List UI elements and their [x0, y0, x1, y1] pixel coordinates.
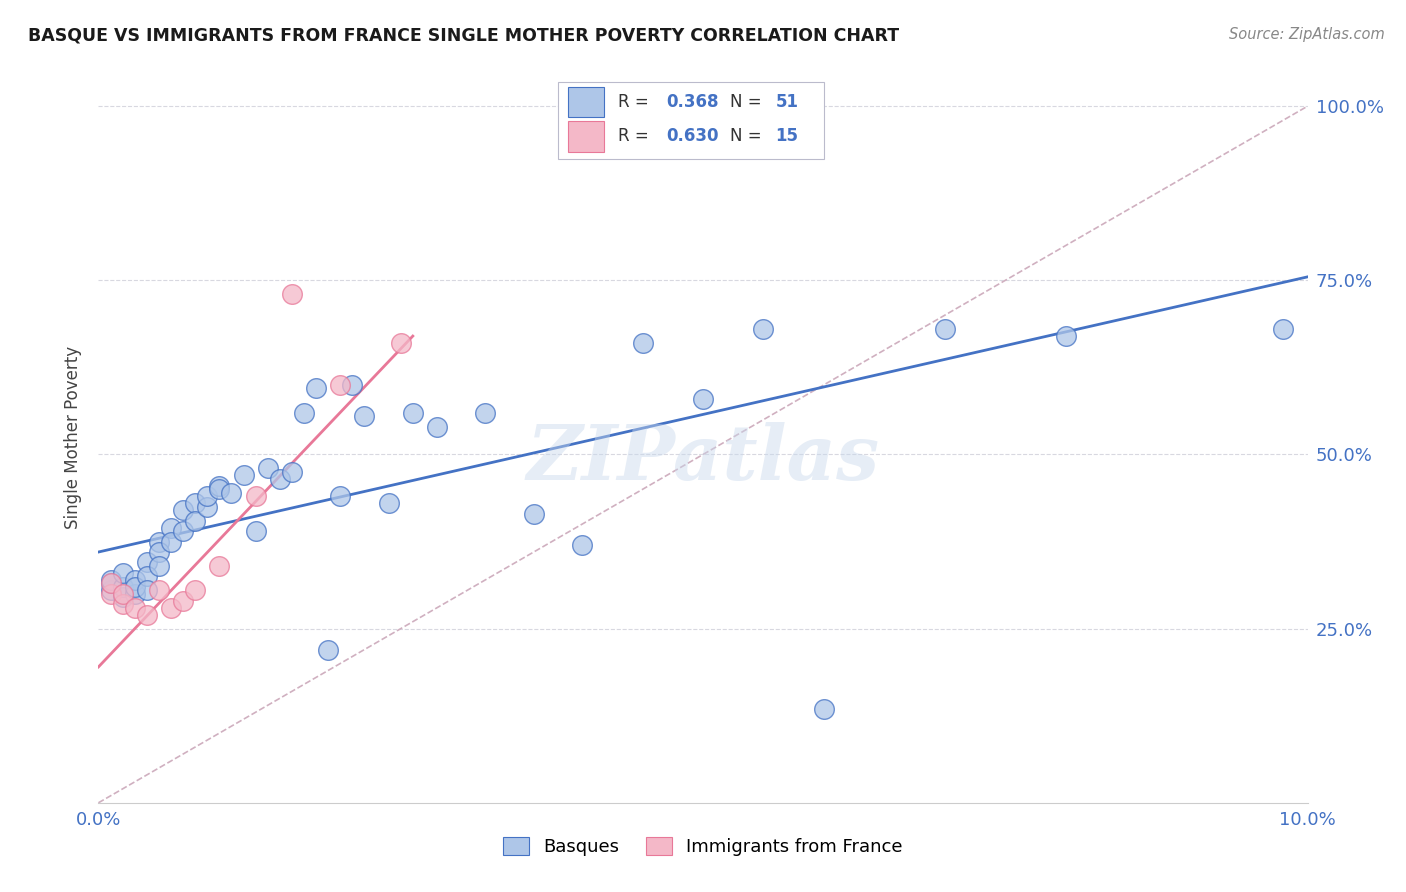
- Point: [100, 583, 122, 598]
- Point: [316, 642, 339, 657]
- Point: [281, 465, 304, 479]
- Point: [135, 583, 157, 598]
- Text: ZIPatlas: ZIPatlas: [526, 422, 880, 496]
- Point: [195, 489, 218, 503]
- Point: [692, 392, 714, 406]
- Point: [426, 419, 449, 434]
- Point: [172, 594, 194, 608]
- Point: [208, 479, 231, 493]
- Text: R =: R =: [619, 93, 654, 112]
- Point: [402, 406, 425, 420]
- Point: [111, 580, 134, 594]
- Point: [245, 489, 267, 503]
- Point: [124, 587, 146, 601]
- Point: [124, 580, 146, 594]
- Point: [813, 702, 835, 716]
- Point: [245, 524, 267, 538]
- Point: [148, 545, 170, 559]
- Point: [184, 496, 207, 510]
- Text: N =: N =: [730, 93, 766, 112]
- Point: [111, 597, 134, 611]
- Point: [160, 521, 183, 535]
- Point: [353, 409, 375, 424]
- Point: [571, 538, 593, 552]
- Point: [305, 381, 328, 395]
- Point: [100, 576, 122, 591]
- Point: [377, 496, 399, 510]
- Point: [172, 503, 194, 517]
- Point: [184, 514, 207, 528]
- Point: [124, 573, 146, 587]
- Point: [208, 483, 231, 497]
- Point: [281, 287, 304, 301]
- FancyBboxPatch shape: [558, 82, 824, 159]
- Legend: Basques, Immigrants from France: Basques, Immigrants from France: [496, 830, 910, 863]
- Point: [1054, 329, 1077, 343]
- Point: [135, 569, 157, 583]
- Point: [752, 322, 775, 336]
- Point: [111, 566, 134, 580]
- Text: 0.368: 0.368: [666, 93, 720, 112]
- Point: [135, 607, 157, 622]
- Point: [389, 336, 412, 351]
- Point: [221, 485, 243, 500]
- Point: [195, 500, 218, 514]
- Point: [292, 406, 315, 420]
- Text: Source: ZipAtlas.com: Source: ZipAtlas.com: [1229, 27, 1385, 42]
- Point: [100, 587, 122, 601]
- Point: [329, 489, 352, 503]
- Point: [135, 556, 157, 570]
- FancyBboxPatch shape: [568, 87, 603, 118]
- Text: 15: 15: [776, 128, 799, 145]
- Point: [111, 587, 134, 601]
- Point: [1272, 322, 1295, 336]
- Point: [256, 461, 278, 475]
- Point: [934, 322, 956, 336]
- Point: [100, 573, 122, 587]
- Point: [160, 600, 183, 615]
- Text: R =: R =: [619, 128, 654, 145]
- Point: [208, 558, 231, 573]
- Point: [124, 600, 146, 615]
- Point: [111, 591, 134, 605]
- Point: [160, 534, 183, 549]
- Point: [342, 377, 364, 392]
- Point: [523, 507, 546, 521]
- Point: [631, 336, 654, 351]
- Point: [148, 534, 170, 549]
- Y-axis label: Single Mother Poverty: Single Mother Poverty: [65, 345, 83, 529]
- Point: [329, 377, 352, 392]
- Text: 51: 51: [776, 93, 799, 112]
- Point: [232, 468, 254, 483]
- Point: [474, 406, 496, 420]
- Point: [148, 583, 170, 598]
- FancyBboxPatch shape: [568, 121, 603, 152]
- Text: BASQUE VS IMMIGRANTS FROM FRANCE SINGLE MOTHER POVERTY CORRELATION CHART: BASQUE VS IMMIGRANTS FROM FRANCE SINGLE …: [28, 27, 900, 45]
- Point: [148, 558, 170, 573]
- Point: [269, 472, 291, 486]
- Text: 0.630: 0.630: [666, 128, 720, 145]
- Point: [100, 576, 122, 591]
- Text: N =: N =: [730, 128, 766, 145]
- Point: [172, 524, 194, 538]
- Point: [184, 583, 207, 598]
